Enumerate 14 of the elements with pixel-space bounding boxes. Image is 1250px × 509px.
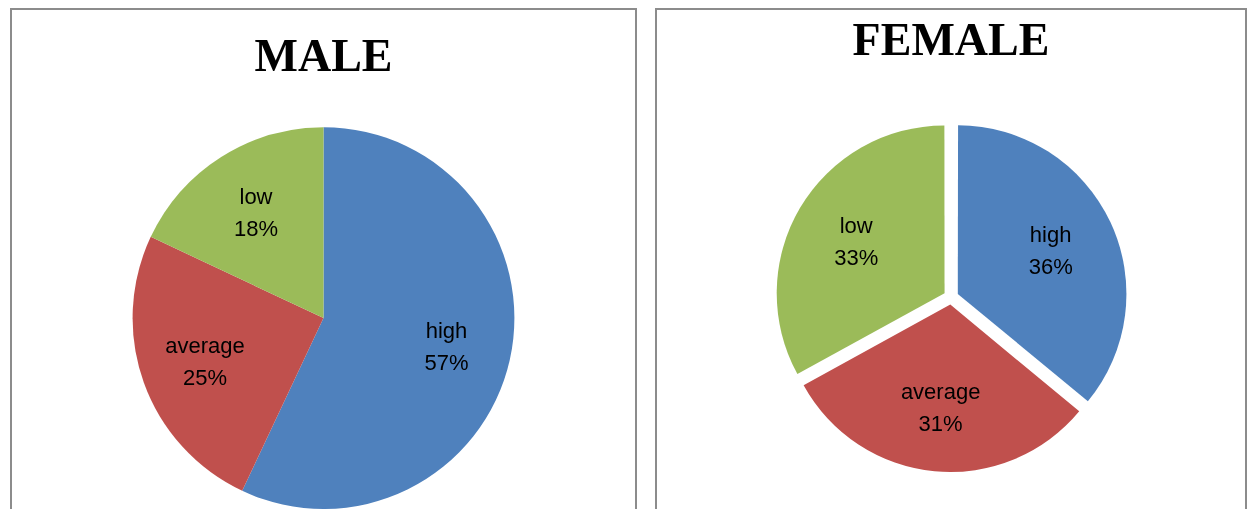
data-label: 33%: [834, 245, 879, 271]
slice-label: low: [839, 213, 873, 239]
slice-label: average: [165, 332, 245, 358]
data-label: 57%: [424, 349, 469, 375]
slice-label: high: [1029, 222, 1072, 248]
slice-label: high: [425, 317, 468, 343]
chart-title: FEMALE: [852, 14, 1050, 66]
chart-title: MALE: [254, 30, 393, 82]
slice-label: low: [239, 183, 273, 209]
data-label: 25%: [182, 364, 227, 390]
slice-label: average: [900, 378, 981, 404]
data-label: 36%: [1028, 254, 1073, 280]
data-label: 31%: [918, 410, 963, 436]
data-label: 18%: [233, 215, 279, 241]
